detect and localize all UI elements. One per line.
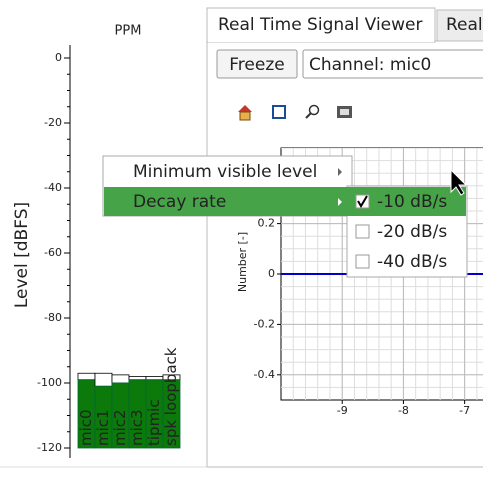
channel-label: mic1 [94,409,112,446]
submenu-arrow [338,168,342,176]
y-tick-label: -40 [44,181,62,194]
y-tick-label: -0.4 [254,368,275,381]
x-tick-label: -9 [337,404,348,417]
ppm-title: PPM [115,24,142,39]
menu-item[interactable]: Minimum visible level [133,162,317,182]
menu-item[interactable]: Decay rate [133,192,226,212]
freeze-button[interactable] [216,49,298,79]
check-mark [357,195,368,208]
y-tick-label: -60 [44,246,62,259]
y-axis-label: Level [dBFS] [12,202,32,308]
y-tick-label: -80 [44,311,62,324]
tab-label[interactable]: Real [446,15,483,35]
submenu-arrow [338,198,342,206]
y-tick-label: -0.2 [254,317,275,330]
checkbox[interactable] [355,224,370,239]
x-tick-label: -8 [398,404,409,417]
tab-label[interactable]: Real Time Signal Viewer [218,15,422,35]
menu-items: Minimum visible level Decay rate -10 dB/s -… [104,162,466,272]
menu-highlight [104,187,351,216]
y-tick-label: 0 [268,267,275,280]
y-tick-label: -20 [44,116,62,129]
home-icon[interactable] [238,105,252,121]
combo-label[interactable]: Channel: mic0 [309,55,431,75]
channel-combo[interactable] [302,49,483,79]
y-tick-label: 0 [55,51,62,64]
channel-label: mic2 [111,409,129,446]
button-label[interactable]: Freeze [229,55,284,75]
tab[interactable] [436,9,483,42]
zoom-icon[interactable] [305,104,320,119]
peak-marker [111,374,130,384]
x-tick-label: -7 [459,404,470,417]
channel-label: mic3 [128,409,146,446]
zoom-rect-icon[interactable] [272,105,286,119]
submenu-item[interactable]: -20 dB/s [377,222,447,242]
peak-marker [94,372,113,387]
peak-marker [145,376,164,381]
checkbox[interactable] [355,254,370,269]
tab-active[interactable] [206,7,436,43]
level-bar [162,379,181,449]
y-tick-label: -120 [37,441,62,454]
peak-marker [128,376,147,381]
peak-marker [77,372,96,381]
mouse-cursor [450,168,468,196]
channel-label: tipmic [145,399,163,446]
plot-y-label: Number [-] [236,232,249,292]
submenu-item[interactable]: -40 dB/s [377,252,447,272]
y-tick-label: -100 [37,376,62,389]
channel-label: mic0 [77,409,95,446]
channel-label: spk loopback [162,347,180,446]
y-tick-label: 0.2 [258,217,276,230]
submenu-item[interactable]: -10 dB/s [377,192,447,212]
save-icon[interactable] [337,106,352,118]
